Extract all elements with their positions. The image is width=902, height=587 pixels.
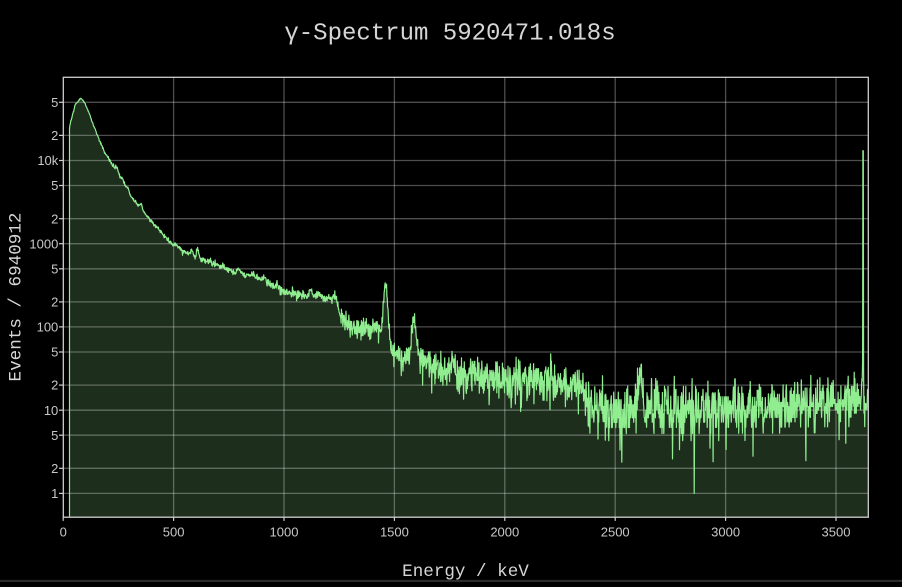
- svg-text:2: 2: [51, 378, 58, 393]
- svg-text:5: 5: [51, 345, 58, 360]
- svg-text:5: 5: [51, 95, 58, 110]
- svg-text:1: 1: [51, 486, 58, 501]
- svg-text:500: 500: [163, 524, 185, 539]
- svg-text:3000: 3000: [711, 524, 740, 539]
- svg-text:2: 2: [51, 128, 58, 143]
- svg-text:Energy / keV: Energy / keV: [402, 562, 529, 582]
- svg-text:2500: 2500: [601, 524, 630, 539]
- svg-text:10k: 10k: [37, 153, 58, 168]
- svg-text:0: 0: [60, 524, 67, 539]
- svg-text:100: 100: [37, 320, 59, 335]
- svg-text:1000: 1000: [29, 236, 58, 251]
- svg-text:2000: 2000: [490, 524, 519, 539]
- svg-text:2: 2: [51, 295, 58, 310]
- svg-text:5: 5: [51, 178, 58, 193]
- svg-text:2: 2: [51, 211, 58, 226]
- svg-text:3500: 3500: [822, 524, 851, 539]
- svg-text:2: 2: [51, 461, 58, 476]
- svg-text:5: 5: [51, 428, 58, 443]
- svg-text:5: 5: [51, 261, 58, 276]
- svg-text:Events / 6940912: Events / 6940912: [7, 213, 27, 382]
- svg-text:10: 10: [44, 403, 58, 418]
- svg-text:1500: 1500: [380, 524, 409, 539]
- svg-text:γ-Spectrum 5920471.018s: γ-Spectrum 5920471.018s: [284, 21, 615, 48]
- svg-text:1000: 1000: [270, 524, 299, 539]
